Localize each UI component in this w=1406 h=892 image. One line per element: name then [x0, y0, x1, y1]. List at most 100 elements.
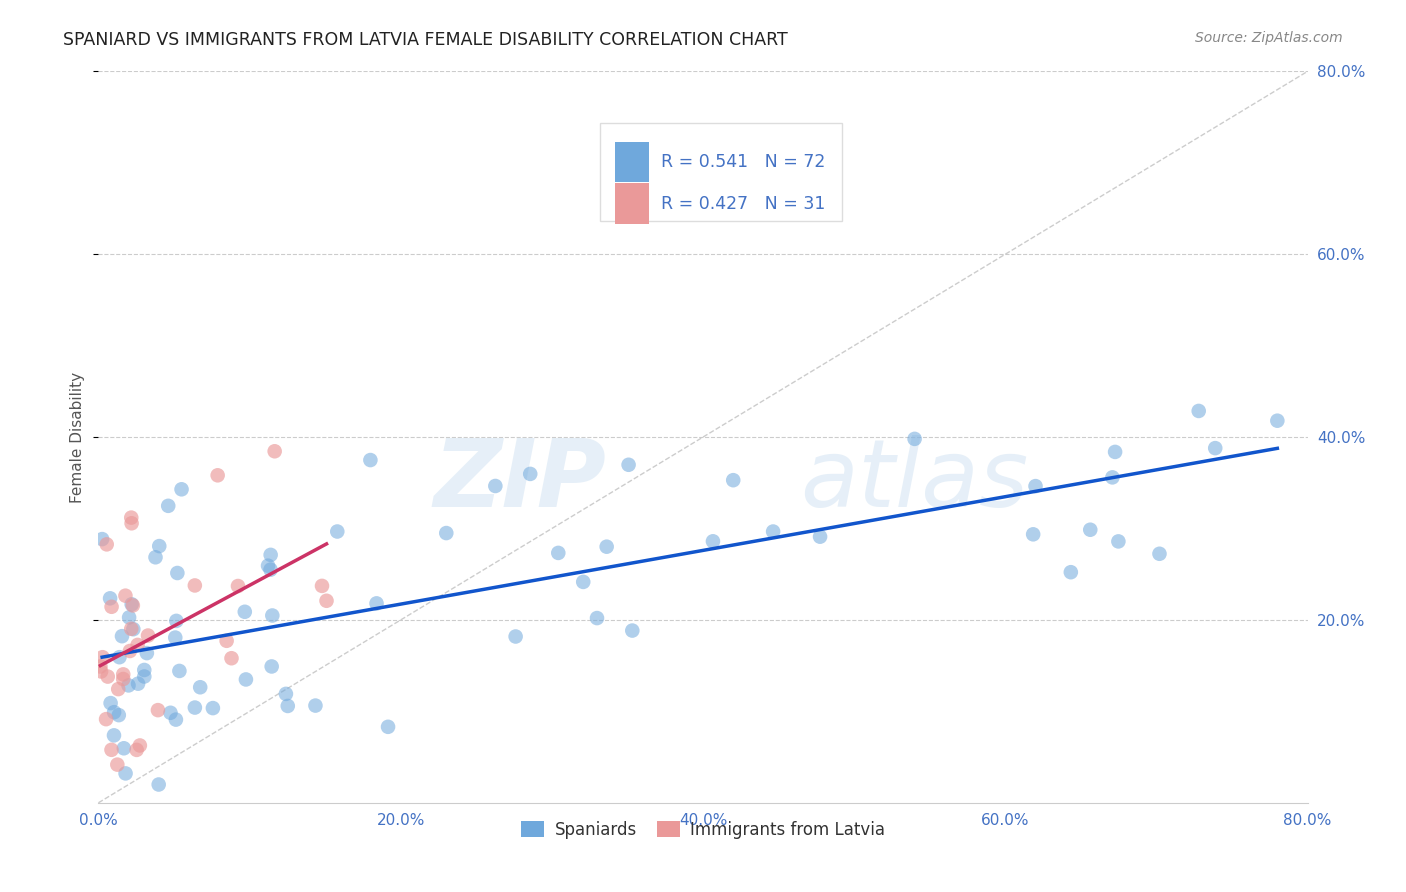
Point	[434, 526, 457, 541]
Point	[260, 659, 283, 673]
Point	[118, 610, 141, 624]
Point	[107, 682, 129, 697]
Point	[377, 720, 399, 734]
Point	[166, 566, 188, 580]
Point	[1022, 527, 1045, 541]
Point	[114, 766, 136, 780]
Point	[304, 698, 326, 713]
Point	[170, 483, 193, 497]
Point	[1060, 565, 1083, 579]
Point	[519, 467, 541, 481]
Text: SPANIARD VS IMMIGRANTS FROM LATVIA FEMALE DISABILITY CORRELATION CHART: SPANIARD VS IMMIGRANTS FROM LATVIA FEMAL…	[63, 31, 787, 49]
Point	[159, 706, 181, 720]
Point	[96, 537, 118, 551]
Point	[107, 708, 129, 723]
Point	[90, 665, 112, 679]
Point	[259, 548, 281, 562]
Point	[169, 664, 191, 678]
Point	[595, 540, 617, 554]
Point	[1024, 479, 1046, 493]
Point	[1188, 404, 1211, 418]
Point	[233, 605, 256, 619]
Point	[277, 698, 299, 713]
Point	[145, 550, 167, 565]
Point	[1104, 445, 1126, 459]
Point	[91, 650, 114, 665]
Point	[121, 599, 143, 613]
Point	[904, 432, 927, 446]
Point	[808, 530, 831, 544]
Point	[184, 578, 207, 592]
Text: Source: ZipAtlas.com: Source: ZipAtlas.com	[1195, 31, 1343, 45]
Legend: Spaniards, Immigrants from Latvia: Spaniards, Immigrants from Latvia	[515, 814, 891, 846]
Point	[120, 510, 142, 524]
Point	[114, 589, 136, 603]
Point	[146, 703, 169, 717]
Point	[112, 672, 135, 686]
Point	[157, 499, 180, 513]
Point	[235, 673, 257, 687]
Point	[184, 700, 207, 714]
Text: R = 0.427   N = 31: R = 0.427 N = 31	[661, 194, 825, 212]
Point	[97, 670, 120, 684]
Point	[201, 701, 224, 715]
Point	[207, 468, 229, 483]
Point	[617, 458, 640, 472]
Point	[621, 624, 644, 638]
Point	[148, 539, 170, 553]
Point	[1267, 414, 1289, 428]
Point	[94, 712, 117, 726]
Point	[135, 646, 157, 660]
Point	[98, 591, 121, 606]
Point	[221, 651, 243, 665]
Point	[134, 669, 156, 683]
Point	[103, 705, 125, 719]
Point	[120, 622, 142, 636]
Point	[127, 638, 149, 652]
Point	[165, 713, 187, 727]
Point	[112, 667, 135, 681]
Point	[547, 546, 569, 560]
Point	[165, 631, 187, 645]
Point	[89, 659, 111, 673]
Point	[121, 516, 143, 531]
Point	[1204, 441, 1226, 455]
FancyBboxPatch shape	[614, 184, 648, 224]
Point	[702, 534, 724, 549]
Point	[315, 594, 337, 608]
Point	[1149, 547, 1171, 561]
Point	[91, 532, 114, 546]
Point	[572, 574, 595, 589]
Point	[165, 614, 187, 628]
Point	[326, 524, 349, 539]
Point	[215, 633, 238, 648]
Point	[148, 778, 170, 792]
Point	[1101, 470, 1123, 484]
Point	[359, 453, 381, 467]
Point	[1107, 534, 1129, 549]
Point	[112, 741, 135, 756]
Point	[762, 524, 785, 539]
Point	[274, 687, 297, 701]
Point	[121, 597, 143, 611]
Point	[122, 622, 145, 636]
Text: R = 0.541   N = 72: R = 0.541 N = 72	[661, 153, 825, 171]
Point	[586, 611, 609, 625]
Point	[100, 599, 122, 614]
Point	[263, 444, 285, 458]
Point	[105, 757, 128, 772]
Point	[134, 663, 156, 677]
Point	[259, 563, 281, 577]
Point	[366, 596, 388, 610]
Point	[100, 743, 122, 757]
FancyBboxPatch shape	[614, 142, 648, 182]
Point	[484, 479, 506, 493]
Point	[111, 629, 134, 643]
Point	[188, 680, 211, 694]
Text: atlas: atlas	[800, 435, 1028, 526]
Point	[117, 678, 139, 692]
Point	[136, 628, 159, 642]
Point	[127, 676, 149, 690]
Point	[128, 739, 150, 753]
Point	[125, 743, 148, 757]
